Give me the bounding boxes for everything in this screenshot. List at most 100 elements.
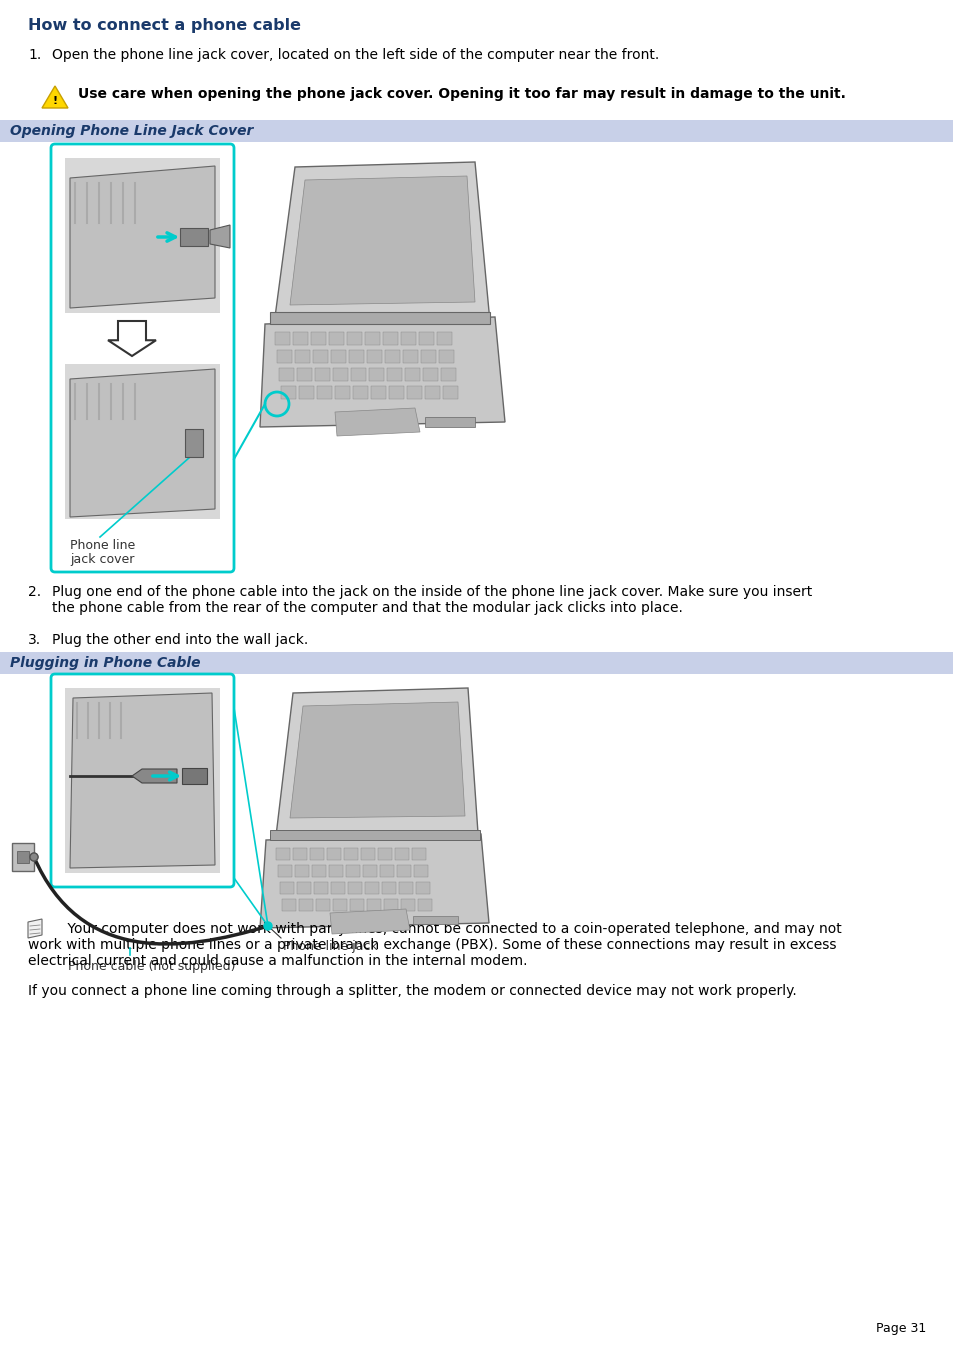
Bar	[347, 332, 361, 345]
FancyBboxPatch shape	[51, 145, 233, 571]
Text: the phone cable from the rear of the computer and that the modular jack clicks i: the phone cable from the rear of the com…	[52, 601, 682, 615]
Text: 1.: 1.	[28, 49, 41, 62]
Bar	[417, 898, 432, 911]
Bar	[360, 848, 375, 861]
Text: Plug the other end into the wall jack.: Plug the other end into the wall jack.	[52, 634, 308, 647]
Bar	[438, 350, 454, 363]
Bar	[400, 898, 415, 911]
Bar	[296, 367, 312, 381]
Bar	[379, 865, 394, 877]
Bar	[296, 882, 311, 894]
Bar	[422, 367, 437, 381]
FancyBboxPatch shape	[51, 674, 233, 888]
Bar	[0, 120, 953, 142]
Polygon shape	[70, 166, 214, 308]
Bar	[367, 350, 381, 363]
Bar	[424, 417, 475, 427]
Bar	[316, 386, 332, 399]
Polygon shape	[42, 86, 68, 108]
Bar	[329, 332, 344, 345]
Text: work with multiple phone lines or a private branch exchange (PBX). Some of these: work with multiple phone lines or a priv…	[28, 938, 836, 952]
Bar	[416, 882, 430, 894]
Bar	[405, 367, 419, 381]
Bar	[344, 848, 357, 861]
Text: 3.: 3.	[28, 634, 41, 647]
Polygon shape	[108, 322, 156, 357]
Bar	[329, 865, 343, 877]
Bar	[182, 767, 207, 784]
Bar	[382, 332, 397, 345]
Bar	[310, 848, 324, 861]
Bar	[185, 430, 203, 457]
Bar	[367, 898, 380, 911]
Text: electrical current and could cause a malfunction in the internal modem.: electrical current and could cause a mal…	[28, 954, 527, 969]
Bar	[381, 882, 395, 894]
Bar	[385, 350, 399, 363]
Polygon shape	[260, 317, 504, 427]
Bar	[365, 332, 379, 345]
Bar	[377, 848, 392, 861]
Text: How to connect a phone cable: How to connect a phone cable	[28, 18, 301, 32]
Bar	[371, 386, 386, 399]
Bar	[412, 848, 426, 861]
Bar	[327, 848, 340, 861]
Bar	[331, 882, 345, 894]
Polygon shape	[330, 909, 410, 934]
Bar	[396, 865, 411, 877]
Bar	[65, 688, 220, 873]
Text: Your computer does not work with party lines, cannot be connected to a coin-oper: Your computer does not work with party l…	[50, 921, 841, 936]
Circle shape	[30, 852, 38, 861]
Bar	[314, 367, 330, 381]
Bar	[282, 898, 295, 911]
Bar	[442, 386, 457, 399]
Bar	[335, 386, 350, 399]
Bar	[17, 851, 29, 863]
Bar	[346, 865, 359, 877]
Bar	[351, 367, 366, 381]
Bar	[278, 367, 294, 381]
Polygon shape	[70, 693, 214, 867]
Polygon shape	[290, 176, 475, 305]
Bar	[387, 367, 401, 381]
Text: If you connect a phone line coming through a splitter, the modem or connected de: If you connect a phone line coming throu…	[28, 984, 796, 998]
Text: Phone line jack: Phone line jack	[283, 940, 377, 952]
Bar	[280, 882, 294, 894]
Polygon shape	[275, 688, 477, 836]
Bar	[293, 332, 308, 345]
Bar	[12, 843, 34, 871]
Text: Opening Phone Line Jack Cover: Opening Phone Line Jack Cover	[10, 124, 253, 138]
Bar	[418, 332, 434, 345]
Circle shape	[30, 852, 38, 861]
Bar	[298, 386, 314, 399]
Bar	[276, 350, 292, 363]
Bar	[270, 312, 490, 324]
Bar	[436, 332, 452, 345]
Bar	[333, 898, 347, 911]
Bar	[395, 848, 409, 861]
Bar	[311, 332, 326, 345]
Text: 2.: 2.	[28, 585, 41, 598]
Bar	[440, 367, 456, 381]
Bar	[353, 386, 368, 399]
Bar	[270, 830, 479, 840]
Bar	[402, 350, 417, 363]
Bar	[312, 865, 326, 877]
Polygon shape	[290, 703, 464, 817]
Bar	[315, 898, 330, 911]
Bar	[365, 882, 378, 894]
Bar	[65, 363, 220, 519]
Circle shape	[264, 921, 272, 929]
Bar	[277, 865, 292, 877]
Bar	[398, 882, 413, 894]
Text: jack cover: jack cover	[70, 553, 134, 566]
Text: Plugging in Phone Cable: Plugging in Phone Cable	[10, 657, 200, 670]
Bar	[333, 367, 348, 381]
Bar	[400, 332, 416, 345]
Bar	[420, 350, 436, 363]
Text: Phone cable (not supplied): Phone cable (not supplied)	[68, 961, 235, 973]
Bar	[349, 350, 364, 363]
Bar	[313, 350, 328, 363]
Polygon shape	[335, 408, 419, 436]
Bar	[294, 350, 310, 363]
Bar	[314, 882, 328, 894]
